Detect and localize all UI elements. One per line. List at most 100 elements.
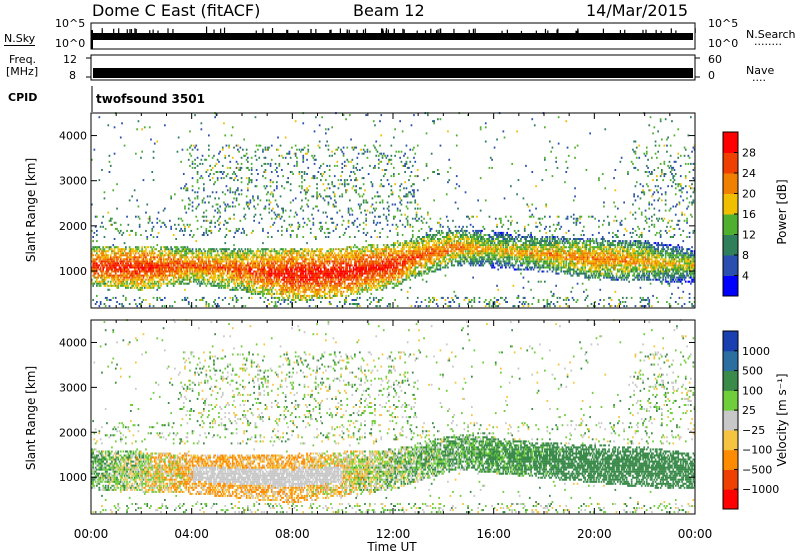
echo-cell [173, 234, 175, 236]
nsky-spike [287, 30, 288, 33]
echo-cell [141, 248, 143, 250]
echo-cell [192, 248, 194, 250]
echo-cell [144, 283, 146, 285]
echo-cell [169, 256, 171, 258]
echo-cell [159, 287, 161, 289]
echo-cell [110, 165, 112, 167]
echo-cell [192, 185, 194, 187]
echo-cell [146, 236, 148, 238]
echo-cell [164, 224, 166, 226]
echo-cell [199, 248, 201, 250]
echo-cell [107, 212, 109, 214]
echo-cell [134, 189, 136, 191]
echo-cell [197, 195, 199, 197]
echo-cell [164, 254, 166, 256]
echo-cell [124, 250, 126, 252]
nsky-spike [473, 29, 474, 33]
echo-cell [195, 248, 197, 250]
echo-cell [172, 248, 174, 250]
echo-cell [202, 254, 204, 256]
echo-cell [162, 299, 164, 301]
echo-cell [170, 226, 172, 228]
echo-cell [153, 279, 155, 281]
echo-cell [193, 281, 195, 283]
echo-cell [110, 246, 112, 248]
echo-cell [206, 159, 208, 161]
echo-cell [189, 199, 191, 201]
echo-cell [129, 271, 131, 273]
echo-cell [192, 236, 194, 238]
echo-cell [153, 157, 155, 159]
echo-cell [184, 297, 186, 299]
echo-cell [104, 197, 106, 199]
echo-cell [96, 250, 98, 252]
echo-cell [195, 299, 197, 301]
echo-cell [107, 271, 109, 273]
echo-cell [206, 285, 208, 287]
echo-cell [107, 281, 109, 283]
echo-cell [203, 277, 205, 279]
echo-cell [100, 285, 102, 287]
echo-cell [180, 187, 182, 189]
echo-cell [96, 252, 98, 254]
freq-nave-band [93, 68, 693, 78]
echo-cell [99, 254, 101, 256]
echo-cell [184, 208, 186, 210]
echo-cell [135, 232, 137, 234]
echo-cell [158, 277, 160, 279]
echo-cell [149, 218, 151, 220]
echo-cell [102, 269, 104, 271]
echo-cell [188, 226, 190, 228]
echo-cell [167, 279, 169, 281]
echo-cell [159, 297, 161, 299]
echo-cell [190, 230, 192, 232]
echo-cell [182, 230, 184, 232]
echo-cell [163, 210, 165, 212]
nsky-spike [661, 31, 662, 33]
echo-cell [99, 179, 101, 181]
echo-cell [139, 226, 141, 228]
echo-cell [92, 240, 94, 242]
echo-cell [138, 216, 140, 218]
echo-cell [143, 277, 145, 279]
echo-cell [202, 256, 204, 258]
echo-cell [96, 295, 98, 297]
echo-cell [138, 120, 140, 122]
echo-cell [131, 287, 133, 289]
echo-cell [139, 273, 141, 275]
echo-cell [172, 252, 174, 254]
echo-cell [154, 256, 156, 258]
nsky-spike [262, 28, 263, 33]
power-panel: 1000200030004000 [59, 112, 695, 308]
echo-cell [170, 279, 172, 281]
echo-cell [156, 297, 158, 299]
echo-cell [143, 279, 145, 281]
echo-cell [192, 250, 194, 252]
echo-cell [182, 299, 184, 301]
echo-cell [153, 151, 155, 153]
nsky-spike [475, 28, 476, 33]
nsky-spike [149, 30, 150, 33]
echo-cell [131, 195, 133, 197]
echo-cell [154, 285, 156, 287]
nsky-spike [349, 30, 350, 33]
echo-cell [159, 250, 161, 252]
echo-cell [178, 252, 180, 254]
echo-cell [158, 285, 160, 287]
nsky-spike [330, 30, 331, 33]
echo-cell [160, 258, 162, 260]
nsky-spike [118, 28, 119, 33]
echo-cell [202, 258, 204, 260]
echo-cell [169, 220, 171, 222]
echo-cell [95, 254, 97, 256]
echo-cell [133, 285, 135, 287]
echo-cell [116, 208, 118, 210]
echo-cell [141, 151, 143, 153]
nsky-spike [547, 30, 548, 33]
echo-cell [140, 157, 142, 159]
echo-cell [96, 262, 98, 264]
echo-cell [156, 141, 158, 143]
echo-cell [158, 212, 160, 214]
echo-cell [185, 183, 187, 185]
nsky-spike [365, 28, 366, 33]
